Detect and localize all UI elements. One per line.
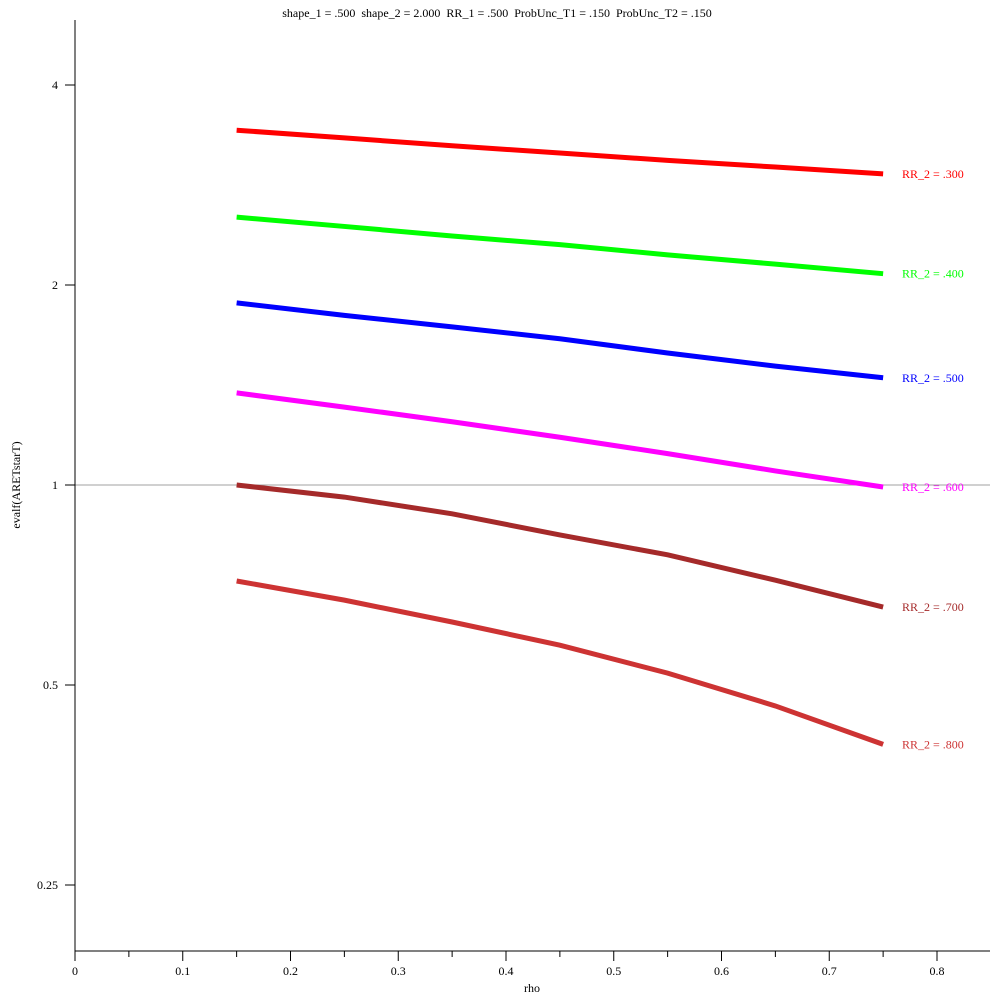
series-line xyxy=(236,127,884,177)
x-tick-label: 0.8 xyxy=(930,964,945,978)
y-tick-label: 4 xyxy=(52,78,58,92)
series-label: RR_2 = .300 xyxy=(902,167,964,181)
x-tick-label: 0.2 xyxy=(283,964,298,978)
series-label: RR_2 = .500 xyxy=(902,371,964,385)
x-axis-label: rho xyxy=(524,981,540,995)
series-label: RR_2 = .700 xyxy=(902,600,964,614)
series-group: RR_2 = .300 RR_2 = .400 RR_2 = .500 RR_2 = … xyxy=(236,127,964,751)
x-tick-label: 0.4 xyxy=(499,964,514,978)
y-tick-label: 0.25 xyxy=(37,878,58,892)
series-label: RR_2 = .800 xyxy=(902,737,964,751)
y-tick-label: 2 xyxy=(52,278,58,292)
series-line xyxy=(236,300,884,381)
series-label: RR_2 = .600 xyxy=(902,480,964,494)
series-line xyxy=(236,214,884,277)
series-line xyxy=(236,482,884,610)
chart-title: shape_1 = .500 shape_2 = 2.000 RR_1 = .5… xyxy=(282,6,711,20)
x-tick-label: 0.6 xyxy=(714,964,729,978)
x-tick-label: 0 xyxy=(72,964,78,978)
x-tick-label: 0.3 xyxy=(391,964,406,978)
series-label: RR_2 = .400 xyxy=(902,267,964,281)
y-ticks: 0.25 0.5 1 2 4 xyxy=(37,78,75,892)
y-tick-label: 0.5 xyxy=(43,678,58,692)
x-tick-label: 0.1 xyxy=(175,964,190,978)
x-tick-label: 0.7 xyxy=(822,964,837,978)
x-ticks: 0 0.1 0.2 0.3 0.4 0.5 0.6 0.7 0.8 xyxy=(72,951,945,978)
y-tick-label: 1 xyxy=(52,478,58,492)
y-axis-label: evalf(ARETstarT) xyxy=(9,441,23,528)
series-line xyxy=(236,578,884,747)
series-line xyxy=(236,390,884,490)
x-tick-label: 0.5 xyxy=(606,964,621,978)
